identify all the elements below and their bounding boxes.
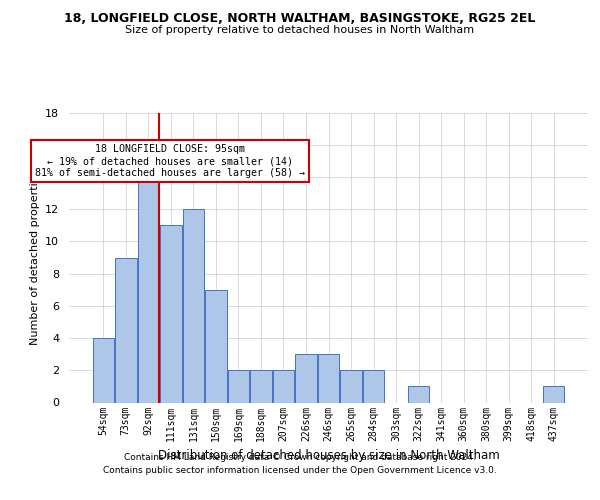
Bar	[182, 209, 204, 402]
Bar	[137, 161, 159, 402]
Bar	[205, 290, 227, 403]
Bar	[408, 386, 429, 402]
Text: 18, LONGFIELD CLOSE, NORTH WALTHAM, BASINGSTOKE, RG25 2EL: 18, LONGFIELD CLOSE, NORTH WALTHAM, BASI…	[64, 12, 536, 26]
Bar	[92, 338, 114, 402]
Bar	[340, 370, 362, 402]
Text: Contains public sector information licensed under the Open Government Licence v3: Contains public sector information licen…	[103, 466, 497, 475]
Text: Contains HM Land Registry data © Crown copyright and database right 2024.: Contains HM Land Registry data © Crown c…	[124, 452, 476, 462]
Bar	[363, 370, 384, 402]
Y-axis label: Number of detached properties: Number of detached properties	[29, 170, 40, 345]
Text: Size of property relative to detached houses in North Waltham: Size of property relative to detached ho…	[125, 25, 475, 35]
Bar	[318, 354, 339, 403]
Bar	[543, 386, 565, 402]
Bar	[250, 370, 272, 402]
Text: 18 LONGFIELD CLOSE: 95sqm
← 19% of detached houses are smaller (14)
81% of semi-: 18 LONGFIELD CLOSE: 95sqm ← 19% of detac…	[35, 144, 305, 178]
Bar	[273, 370, 294, 402]
Bar	[160, 226, 182, 402]
Bar	[228, 370, 249, 402]
Bar	[115, 258, 137, 402]
Bar	[295, 354, 317, 403]
X-axis label: Distribution of detached houses by size in North Waltham: Distribution of detached houses by size …	[158, 449, 499, 462]
